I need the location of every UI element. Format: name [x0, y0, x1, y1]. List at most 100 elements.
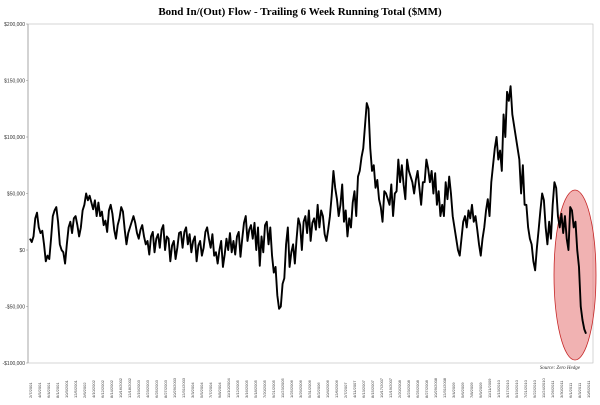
data-point: [312, 222, 313, 224]
x-tick-label: 7/8/2009: [469, 382, 474, 398]
data-point: [87, 199, 89, 201]
x-tick-label: 10/29/2003: [172, 377, 177, 398]
data-point: [308, 210, 310, 211]
data-point: [483, 227, 485, 228]
data-point: [573, 227, 575, 228]
series-line: [29, 85, 587, 334]
x-tick-label: 1/25/2006: [289, 379, 294, 398]
data-point: [341, 184, 343, 185]
data-point: [89, 195, 90, 197]
x-tick-label: 3/3/2004: [190, 382, 195, 398]
data-point: [47, 255, 48, 256]
data-point: [285, 244, 287, 245]
data-point: [382, 221, 383, 223]
data-point: [101, 211, 103, 212]
data-point: [569, 206, 571, 208]
data-point: [413, 193, 415, 194]
data-point: [364, 125, 366, 126]
data-point: [91, 202, 92, 203]
data-point: [343, 221, 345, 223]
data-point: [161, 229, 162, 230]
data-point: [220, 240, 222, 242]
data-point: [420, 204, 422, 206]
x-tick-label: 2/20/2008: [397, 379, 402, 398]
data-point: [234, 254, 236, 255]
x-tick-label: 6/12/2002: [100, 379, 105, 398]
data-point: [387, 198, 389, 200]
x-tick-label: 10/5/2011: [586, 380, 591, 398]
data-point: [552, 204, 553, 206]
data-point: [561, 213, 562, 215]
data-point: [215, 251, 217, 253]
data-point: [78, 236, 80, 237]
data-point: [59, 244, 61, 245]
data-point: [557, 215, 559, 217]
data-point: [227, 249, 229, 251]
data-point: [38, 227, 40, 228]
y-tick-label: $100,000: [4, 135, 25, 141]
data-point: [489, 215, 490, 217]
x-tick-label: 8/15/2007: [370, 379, 375, 398]
data-point: [336, 198, 338, 200]
x-tick-label: 10/3/2001: [64, 379, 69, 398]
data-point: [185, 227, 187, 228]
data-point: [206, 227, 208, 228]
data-point: [348, 218, 350, 219]
data-point: [40, 232, 41, 234]
highlight-ellipse: [553, 189, 597, 361]
x-tick-label: 4/10/2002: [91, 379, 96, 398]
data-point: [143, 236, 145, 237]
x-tick-label: 6/25/2003: [154, 379, 159, 398]
x-tick-label: 10/4/2006: [325, 379, 330, 398]
data-point: [298, 218, 299, 219]
data-point: [524, 204, 525, 206]
data-point: [527, 227, 529, 228]
data-point: [103, 224, 104, 226]
data-point: [126, 244, 127, 245]
data-point: [257, 227, 259, 228]
data-point: [231, 251, 232, 253]
data-point: [462, 221, 464, 223]
data-point: [171, 245, 173, 246]
chart-title: Bond In/(Out) Flow - Trailing 6 Week Run…: [158, 6, 442, 18]
data-point: [287, 227, 289, 228]
data-point: [396, 190, 397, 192]
data-point: [576, 249, 578, 251]
data-point: [426, 159, 427, 160]
data-point: [538, 229, 539, 230]
x-tick-label: 7/7/2004: [208, 382, 213, 398]
data-point: [54, 210, 55, 211]
data-point: [133, 215, 134, 217]
data-point: [291, 251, 292, 253]
data-point: [75, 215, 76, 217]
data-point: [508, 100, 510, 102]
data-point: [419, 187, 420, 189]
data-point: [250, 224, 252, 226]
x-tick-label: 4/23/2008: [406, 379, 411, 398]
data-point: [550, 238, 552, 239]
x-tick-label: 8/2/2006: [316, 382, 321, 398]
data-point: [166, 236, 168, 237]
data-point: [476, 229, 478, 230]
data-point: [447, 198, 448, 200]
data-point: [406, 159, 408, 160]
data-point: [136, 232, 138, 234]
data-point: [405, 198, 406, 200]
data-point: [108, 210, 110, 211]
x-tick-label: 3/16/2005: [244, 379, 249, 398]
data-point: [73, 218, 75, 219]
data-point: [152, 231, 154, 233]
data-point: [313, 218, 315, 219]
data-point: [106, 231, 108, 233]
data-point: [245, 215, 247, 217]
data-point: [350, 227, 352, 228]
data-point: [56, 206, 57, 208]
data-point: [157, 233, 159, 235]
data-point: [155, 238, 157, 239]
data-point: [480, 255, 482, 256]
data-point: [422, 181, 424, 183]
data-point: [264, 224, 266, 226]
data-point: [224, 254, 225, 255]
